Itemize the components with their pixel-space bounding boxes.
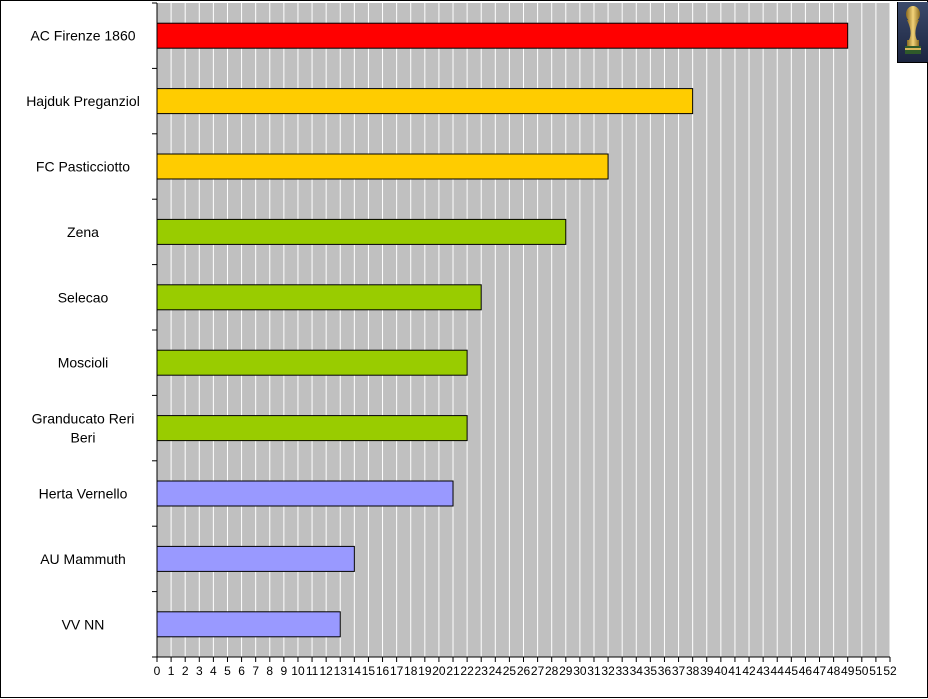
x-tick-label: 34 xyxy=(630,664,644,678)
x-tick-label: 36 xyxy=(658,664,672,678)
bar xyxy=(156,415,468,442)
bar xyxy=(156,480,454,507)
x-tick-label: 41 xyxy=(728,664,742,678)
x-tick-label: 9 xyxy=(281,664,288,678)
x-tick-label: 3 xyxy=(196,664,203,678)
bar xyxy=(156,218,567,245)
x-tick-label: 21 xyxy=(446,664,460,678)
x-tick-label: 15 xyxy=(362,664,376,678)
x-tick-label: 2 xyxy=(182,664,189,678)
category-label: FC Pasticciotto xyxy=(36,159,130,175)
bar xyxy=(156,545,355,572)
x-tick-label: 0 xyxy=(154,664,161,678)
x-tick-label: 38 xyxy=(686,664,700,678)
x-tick-label: 37 xyxy=(672,664,686,678)
x-tick-label: 5 xyxy=(224,664,231,678)
x-tick-label: 33 xyxy=(615,664,629,678)
bar xyxy=(156,22,849,49)
x-tick-label: 30 xyxy=(573,664,587,678)
x-tick-label: 48 xyxy=(827,664,841,678)
bar xyxy=(156,349,468,376)
x-tick-label: 18 xyxy=(404,664,418,678)
x-tick-label: 43 xyxy=(756,664,770,678)
x-tick-label: 40 xyxy=(714,664,728,678)
x-tick-label: 39 xyxy=(700,664,714,678)
bar xyxy=(156,153,609,180)
x-tick-label: 7 xyxy=(252,664,259,678)
category-label: VV NN xyxy=(62,616,105,632)
category-label: Moscioli xyxy=(58,355,109,371)
x-tick-label: 1 xyxy=(168,664,175,678)
x-tick-label: 29 xyxy=(559,664,573,678)
x-tick-label: 45 xyxy=(785,664,799,678)
x-tick-label: 35 xyxy=(644,664,658,678)
x-tick-label: 32 xyxy=(601,664,615,678)
x-tick-label: 11 xyxy=(306,664,319,678)
x-tick-label: 19 xyxy=(418,664,432,678)
bars xyxy=(156,22,849,638)
x-tick-label: 23 xyxy=(475,664,489,678)
x-tick-label: 26 xyxy=(517,664,531,678)
x-tick-label: 16 xyxy=(376,664,390,678)
x-tick-label: 17 xyxy=(390,664,404,678)
x-tick-label: 4 xyxy=(210,664,217,678)
category-label: Hajduk Preganziol xyxy=(26,93,140,109)
x-tick-label: 8 xyxy=(266,664,273,678)
x-tick-label: 20 xyxy=(432,664,446,678)
x-tick-label: 49 xyxy=(841,664,855,678)
x-tick-label: 50 xyxy=(855,664,869,678)
axes xyxy=(152,2,891,662)
x-tick-label: 51 xyxy=(869,664,883,678)
x-tick-labels: 0 1 2 3 4 5 6 7 8 9 10 11 12 13 14 15 16 17 18 19 20 21 22 23 24… xyxy=(154,664,897,678)
x-tick-label: 42 xyxy=(742,664,756,678)
x-tick-label: 28 xyxy=(545,664,559,678)
x-tick-label: 47 xyxy=(813,664,827,678)
category-label: AC Firenze 1860 xyxy=(30,28,135,44)
category-label: AU Mammuth xyxy=(40,551,126,567)
category-label: Herta Vernello xyxy=(39,486,128,502)
bar xyxy=(156,88,694,115)
x-tick-label: 31 xyxy=(587,664,601,678)
x-tick-label: 46 xyxy=(799,664,813,678)
category-label: Granducato Reri Beri xyxy=(32,411,135,446)
bar xyxy=(156,284,482,311)
x-tick-label: 24 xyxy=(489,664,503,678)
x-tick-label: 25 xyxy=(503,664,517,678)
bar xyxy=(156,611,341,638)
x-tick-label: 6 xyxy=(238,664,245,678)
x-tick-label: 12 xyxy=(319,664,333,678)
x-tick-label: 22 xyxy=(460,664,474,678)
x-tick-label: 44 xyxy=(771,664,785,678)
x-tick-label: 52 xyxy=(883,664,897,678)
category-label: Zena xyxy=(67,224,99,240)
x-tick-label: 13 xyxy=(334,664,348,678)
category-label: Selecao xyxy=(58,289,109,305)
x-tick-label: 14 xyxy=(348,664,362,678)
x-tick-label: 27 xyxy=(531,664,545,678)
category-labels: AC Firenze 1860 Hajduk Preganziol FC Pasti… xyxy=(26,28,140,633)
trophy-icon xyxy=(897,2,928,63)
x-tick-label: 10 xyxy=(291,664,305,678)
